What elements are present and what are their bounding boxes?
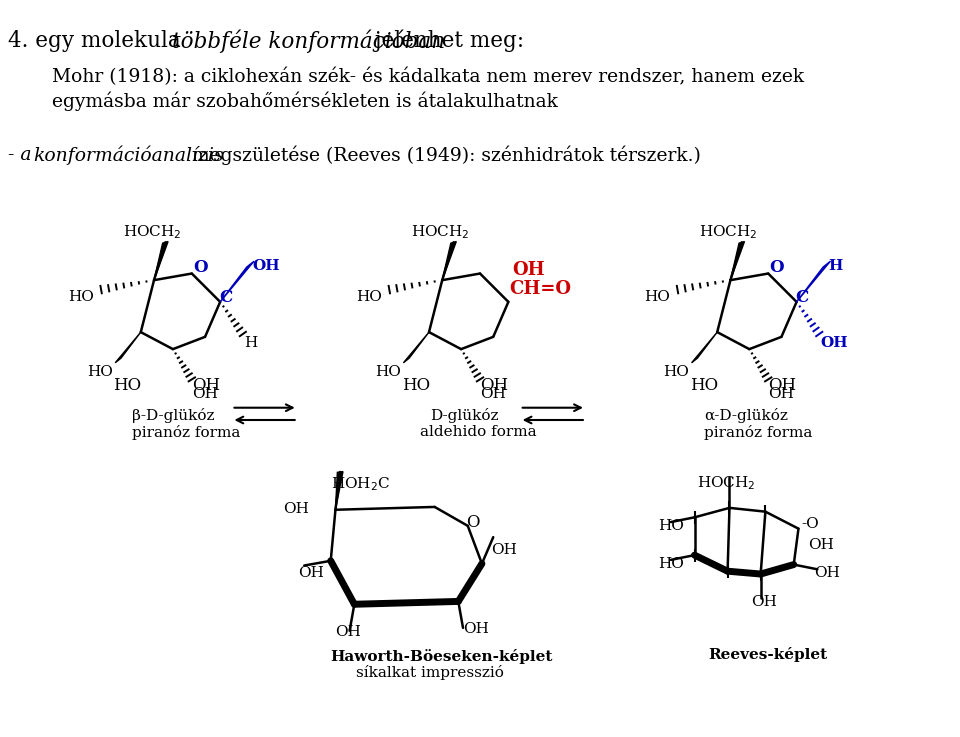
Text: HO: HO [644, 290, 670, 304]
Text: OH: OH [283, 502, 309, 516]
Text: egymásba már szobahőmérsékleten is átalakulhatnak: egymásba már szobahőmérsékleten is átala… [52, 91, 558, 111]
Text: HO: HO [659, 557, 684, 571]
Polygon shape [115, 332, 141, 363]
Text: síkalkat impresszió: síkalkat impresszió [356, 665, 504, 680]
Text: OH: OH [192, 387, 218, 401]
Polygon shape [220, 261, 254, 302]
Polygon shape [403, 332, 429, 363]
Text: OH: OH [492, 543, 517, 557]
Text: HOCH$_2$: HOCH$_2$ [411, 223, 469, 241]
Text: Reeves-képlet: Reeves-képlet [708, 647, 828, 662]
Text: OH: OH [335, 625, 361, 639]
Text: α-D-glükóz: α-D-glükóz [704, 408, 788, 423]
Text: C: C [796, 289, 809, 306]
Polygon shape [731, 242, 744, 280]
Text: β-D-glükóz: β-D-glükóz [132, 408, 215, 423]
Text: OH: OH [252, 259, 280, 273]
Text: OH: OH [463, 622, 489, 636]
Text: 4. egy molekula: 4. egy molekula [8, 29, 187, 52]
Text: HO: HO [113, 377, 141, 394]
Text: konformációanalízis: konformációanalízis [33, 146, 224, 166]
Text: HO: HO [68, 290, 94, 304]
Text: OH: OH [480, 387, 506, 401]
Text: OH: OH [768, 387, 794, 401]
Text: HOH$_2$C: HOH$_2$C [331, 476, 390, 494]
Text: HOCH$_2$: HOCH$_2$ [699, 223, 757, 241]
Text: többféle konformációban: többféle konformációban [172, 29, 445, 53]
Text: OH: OH [752, 595, 777, 609]
Text: HO: HO [690, 377, 718, 394]
Text: HO: HO [356, 290, 382, 304]
Polygon shape [335, 472, 343, 510]
Text: H: H [244, 336, 257, 350]
Polygon shape [797, 261, 830, 302]
Polygon shape [691, 332, 717, 363]
Text: OH: OH [768, 377, 797, 394]
Text: HO: HO [87, 366, 113, 380]
Text: OH: OH [820, 336, 848, 350]
Text: O: O [769, 259, 783, 276]
Text: OH: OH [192, 377, 220, 394]
Text: OH: OH [298, 565, 324, 579]
Text: CH=O: CH=O [510, 280, 571, 298]
Text: -O: -O [802, 517, 819, 531]
Text: C: C [219, 289, 232, 306]
Text: megszületése (Reeves (1949): szénhidrátok térszerk.): megszületése (Reeves (1949): szénhidráto… [186, 146, 701, 166]
Text: OH: OH [480, 377, 508, 394]
Text: H: H [828, 259, 843, 273]
Text: HO: HO [659, 519, 684, 533]
Text: OH: OH [814, 567, 840, 581]
Text: OH: OH [512, 261, 544, 279]
Text: Mohr (1918): a ciklohexán szék- és kádalkata nem merev rendszer, hanem ezek: Mohr (1918): a ciklohexán szék- és kádal… [52, 68, 804, 86]
Text: piranóz forma: piranóz forma [704, 425, 812, 440]
Text: O: O [193, 259, 207, 276]
Text: aldehido forma: aldehido forma [420, 425, 537, 439]
Polygon shape [154, 242, 168, 280]
Polygon shape [443, 242, 456, 280]
Text: Haworth-Böeseken-képlet: Haworth-Böeseken-képlet [331, 649, 553, 664]
Text: O: O [466, 514, 479, 531]
Text: jelenhet meg:: jelenhet meg: [361, 29, 524, 52]
Text: HO: HO [375, 366, 401, 380]
Text: HOCH$_2$: HOCH$_2$ [123, 223, 181, 241]
Text: HO: HO [401, 377, 430, 394]
Text: HO: HO [663, 366, 689, 380]
Text: piranóz forma: piranóz forma [132, 425, 241, 440]
Text: D-glükóz: D-glükóz [430, 408, 498, 423]
Text: OH: OH [808, 538, 834, 552]
Text: HOCH$_2$: HOCH$_2$ [697, 474, 756, 492]
Text: - a: - a [8, 146, 37, 164]
